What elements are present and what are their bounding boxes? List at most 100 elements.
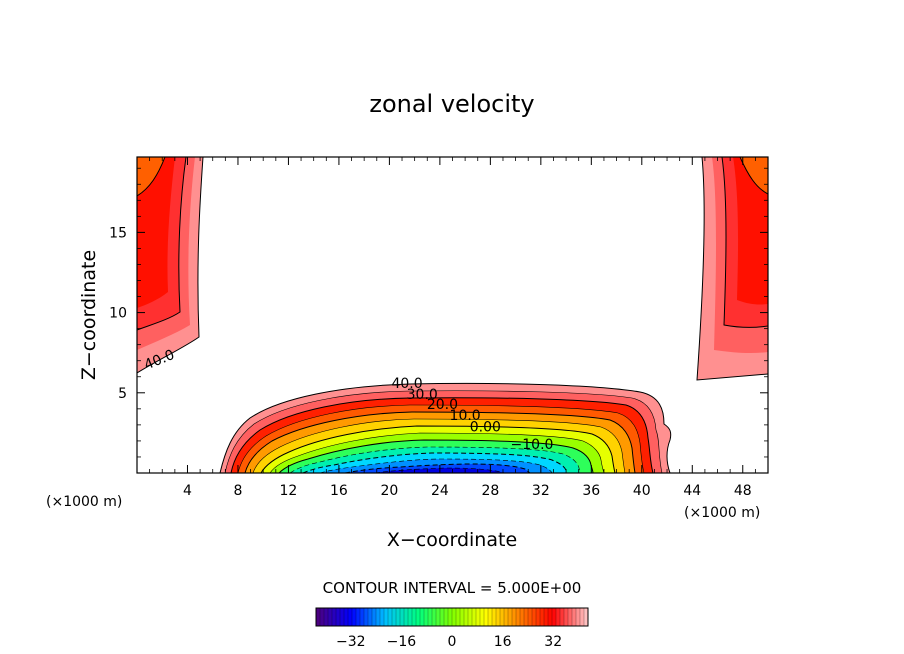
colorbar-segment [352, 608, 357, 626]
colorbar-segment [380, 608, 385, 626]
contour-label: −10.0 [511, 437, 554, 453]
colorbar-segment [560, 608, 565, 626]
y-tick-label: 15 [109, 225, 127, 241]
colorbar-segment [372, 608, 377, 626]
colorbar-tick-label: 32 [544, 634, 562, 650]
colorbar-segment [368, 608, 373, 626]
colorbar-segment [468, 608, 473, 626]
colorbar-segment [564, 608, 569, 626]
colorbar-segment [472, 608, 477, 626]
colorbar-tick-label: −16 [387, 634, 417, 650]
left-jet-core [137, 157, 175, 308]
colorbar-segment [480, 608, 485, 626]
x-tick-label: 44 [683, 483, 701, 499]
contour-label: 30.0 [407, 387, 438, 403]
y-tick-label: 10 [109, 306, 127, 322]
colorbar-segment [504, 608, 509, 626]
left-jet-contour-3 [137, 157, 166, 197]
colorbar: −32 −16 0 16 32 [315, 607, 589, 650]
contour-label: 20.0 [427, 397, 458, 413]
x-tick-label: 36 [582, 483, 600, 499]
colorbar-segment [384, 608, 389, 626]
chart-title: zonal velocity [369, 90, 534, 118]
lower-dome [219, 382, 672, 473]
colorbar-segment [392, 608, 397, 626]
x-tick-label: 48 [734, 483, 752, 499]
contour-label: 10.0 [450, 408, 481, 424]
colorbar-segment [460, 608, 465, 626]
colorbar-tick-label: −32 [336, 634, 366, 650]
colorbar-segment [476, 608, 481, 626]
colorbar-segment [524, 608, 529, 626]
x-unit-right: (×1000 m) [684, 505, 760, 521]
colorbar-segment [376, 608, 381, 626]
y-axis-label: Z−coordinate [78, 250, 100, 380]
colorbar-segment [484, 608, 489, 626]
x-tick-label: 32 [532, 483, 550, 499]
colorbar-segment [576, 608, 581, 626]
colorbar-segment [444, 608, 449, 626]
x-tick-label: 4 [183, 483, 192, 499]
right-jet-tip [740, 157, 768, 194]
colorbar-segment [452, 608, 457, 626]
colorbar-segment [364, 608, 369, 626]
right-jet-core [733, 157, 768, 305]
colorbar-segment [324, 608, 329, 626]
colorbar-segment [408, 608, 413, 626]
colorbar-segment [428, 608, 433, 626]
colorbar-segment [496, 608, 501, 626]
colorbar-segment [544, 608, 549, 626]
x-tick-label: 12 [280, 483, 298, 499]
colorbar-segment [332, 608, 337, 626]
right-jet-contour-3 [739, 157, 768, 195]
colorbar-segment [500, 608, 505, 626]
colorbar-segment [584, 608, 589, 626]
colorbar-segment [424, 608, 429, 626]
x-tick-label: 20 [380, 483, 398, 499]
colorbar-segment [344, 608, 349, 626]
colorbar-segment [556, 608, 561, 626]
colorbar-segment [360, 608, 365, 626]
colorbar-segment [536, 608, 541, 626]
colorbar-tick-label: 16 [494, 634, 512, 650]
colorbar-segment [356, 608, 361, 626]
contour-label: 40.0 [391, 376, 422, 392]
colorbar-segment [568, 608, 573, 626]
colorbar-segment [464, 608, 469, 626]
x-tick-label: 40 [633, 483, 651, 499]
colorbar-segment [404, 608, 409, 626]
colorbar-segment [456, 608, 461, 626]
right-jet-contour-1 [696, 157, 768, 381]
colorbar-segment [532, 608, 537, 626]
colorbar-segment [412, 608, 417, 626]
x-tick-label: 28 [481, 483, 499, 499]
colorbar-segment [440, 608, 445, 626]
colorbar-tick-label: 0 [448, 634, 457, 650]
colorbar-segment [492, 608, 497, 626]
colorbar-segment [420, 608, 425, 626]
colorbar-segment [316, 608, 321, 626]
colorbar-segment [416, 608, 421, 626]
x-axis-label: X−coordinate [387, 529, 517, 551]
left-jet-contour-2 [137, 157, 187, 331]
colorbar-segment [336, 608, 341, 626]
x-unit-left: (×1000 m) [46, 494, 122, 510]
colorbar-frame [315, 607, 589, 627]
colorbar-segment [512, 608, 517, 626]
left-jet-tip [137, 157, 165, 196]
colorbar-segment [548, 608, 553, 626]
x-tick-label: 8 [233, 483, 242, 499]
right-jet-contour-2 [721, 157, 768, 328]
colorbar-segment [520, 608, 525, 626]
colorbar-segment [572, 608, 577, 626]
colorbar-segment [400, 608, 405, 626]
contour-interval-text: CONTOUR INTERVAL = 5.000E+00 [323, 579, 582, 597]
colorbar-segment [448, 608, 453, 626]
colorbar-segment [508, 608, 513, 626]
colorbar-segment [340, 608, 345, 626]
colorbar-segment [552, 608, 557, 626]
colorbar-segment [488, 608, 493, 626]
colorbar-segment [516, 608, 521, 626]
colorbar-segment [432, 608, 437, 626]
colorbar-segment [528, 608, 533, 626]
